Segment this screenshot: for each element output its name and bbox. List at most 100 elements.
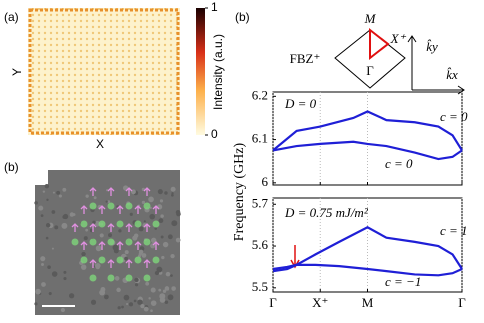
y-tick-label: 6.1 — [252, 131, 268, 146]
series-label: c = −1 — [385, 274, 421, 289]
speckle — [45, 236, 49, 240]
speckle — [63, 270, 67, 274]
speckle — [51, 271, 58, 277]
annotation: D = 0.75 mJ/m² — [284, 205, 369, 220]
green-spot — [89, 238, 97, 246]
speckle — [42, 190, 46, 193]
green-spot — [80, 220, 88, 228]
speckle — [123, 294, 130, 301]
pink-arrow — [134, 205, 142, 214]
speckle — [95, 245, 102, 252]
speckle — [133, 299, 137, 303]
speckle — [164, 191, 168, 195]
green-spot — [125, 274, 133, 282]
green-spot — [98, 256, 106, 264]
speckle — [159, 293, 166, 300]
speckle — [124, 256, 128, 261]
band-line — [272, 110, 463, 152]
speckle — [90, 299, 97, 305]
panel-label: (b) — [235, 10, 250, 24]
series-label: c = 0 — [385, 156, 413, 171]
speckle — [126, 302, 129, 306]
speckle — [93, 196, 97, 200]
speckle — [158, 288, 162, 292]
speckle — [105, 200, 108, 203]
speckle — [160, 235, 164, 239]
speckle — [138, 249, 144, 255]
speckle — [34, 201, 38, 205]
speckle — [92, 220, 96, 225]
heatmap-pattern — [28, 8, 180, 135]
speckle — [138, 226, 144, 232]
k-label: k̂y — [426, 39, 438, 54]
speckle — [34, 302, 38, 306]
speckle — [51, 210, 56, 214]
pink-arrow — [98, 241, 106, 250]
pink-arrow — [152, 241, 160, 250]
pink-arrow — [125, 223, 133, 232]
brillouin-zone — [334, 29, 406, 89]
series-label: c = 1 — [440, 223, 468, 238]
speckle — [83, 236, 88, 241]
pink-arrow — [80, 241, 88, 250]
speckle — [150, 300, 157, 306]
speckle — [56, 190, 61, 195]
speckle — [170, 253, 175, 259]
heatmap-edge — [28, 8, 180, 135]
speckle — [117, 306, 121, 310]
pink-arrow — [107, 259, 115, 268]
speckle — [45, 222, 51, 228]
speckle — [51, 247, 54, 250]
speckle — [140, 303, 145, 309]
crossing-arrow — [290, 245, 300, 269]
speckle — [150, 237, 157, 244]
pink-arrow — [116, 205, 124, 214]
speckle — [129, 212, 133, 216]
green-spot — [116, 256, 124, 264]
speckle — [118, 229, 122, 233]
speckle — [137, 299, 143, 305]
speckle — [149, 213, 156, 220]
speckle — [164, 286, 170, 291]
band-line — [272, 225, 463, 271]
speckle — [85, 194, 89, 198]
speckle — [104, 294, 109, 300]
x-tick-label: M — [362, 295, 374, 310]
pink-arrow — [116, 241, 124, 250]
x-tick-label: Γ — [458, 295, 466, 310]
speckle — [143, 306, 149, 312]
speckle — [134, 277, 139, 283]
micrograph — [34, 170, 181, 315]
green-spot — [89, 274, 97, 282]
speckle — [162, 241, 169, 248]
green-spot — [71, 238, 79, 246]
speckle — [46, 198, 49, 202]
pink-arrow — [80, 205, 88, 214]
speckle — [38, 205, 44, 211]
pink-arrow — [143, 259, 151, 268]
speckle — [35, 288, 41, 295]
speckle — [159, 199, 164, 203]
speckle — [60, 307, 66, 313]
speckle — [165, 271, 171, 277]
speckle — [44, 183, 50, 189]
speckle — [150, 287, 156, 293]
point-label: M — [364, 11, 377, 26]
pink-arrow — [107, 187, 115, 196]
speckle — [171, 286, 176, 291]
speckle — [112, 244, 119, 251]
speckle — [80, 264, 87, 270]
speckle — [133, 233, 139, 238]
speckle — [85, 228, 89, 232]
series-label: c = 0 — [440, 109, 468, 124]
speckle — [69, 212, 75, 217]
green-spot — [116, 220, 124, 228]
green-spot — [143, 202, 151, 210]
green-spot — [152, 220, 160, 228]
green-spot — [134, 256, 142, 264]
x-axis-label: X — [96, 137, 104, 151]
green-spot — [89, 202, 97, 210]
pink-arrow — [89, 259, 97, 268]
green-spot — [125, 238, 133, 246]
green-spot — [134, 220, 142, 228]
